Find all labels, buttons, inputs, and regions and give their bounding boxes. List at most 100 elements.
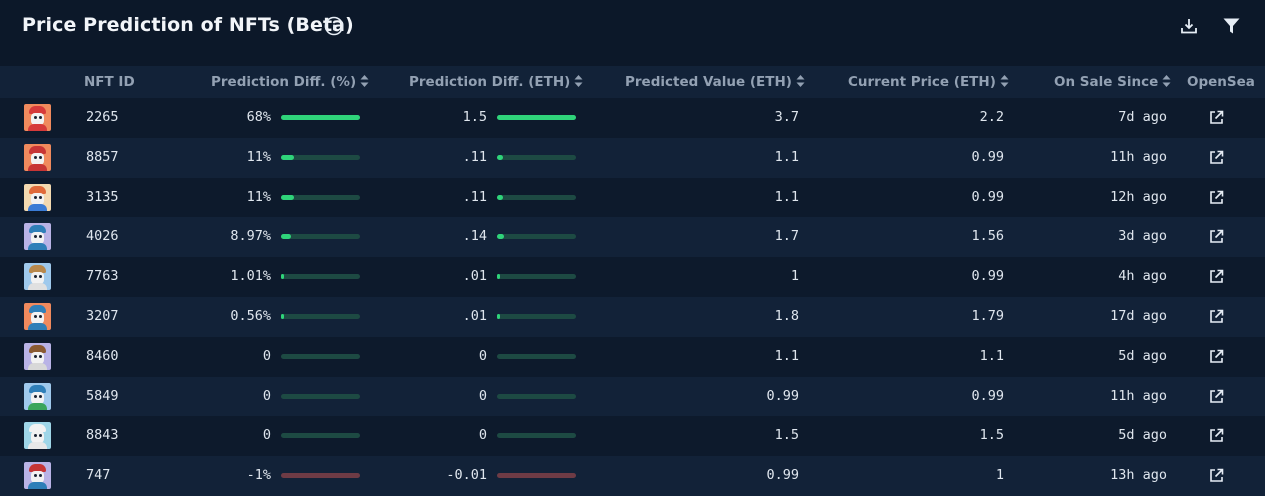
nft-id: 2265: [86, 109, 119, 125]
table-row[interactable]: 2265 68% 1.5 3.7 2.2 7d ago: [0, 98, 1265, 138]
prediction-diff-pct-bar: [281, 353, 360, 359]
table-row[interactable]: 8460 0 0 1.1 1.1 5d ago: [0, 336, 1265, 377]
prediction-diff-eth-bar-fill: [497, 274, 500, 280]
current-price: 0.99: [971, 268, 1004, 285]
on-sale-since: 11h ago: [1110, 148, 1167, 165]
nft-avatar[interactable]: [24, 104, 51, 131]
predicted-value: 1.8: [774, 307, 799, 324]
external-link-icon[interactable]: [1209, 309, 1224, 324]
table-row[interactable]: 747 -1% -0.01 0.99 1 13h ago: [0, 456, 1265, 496]
external-link-icon[interactable]: [1209, 229, 1224, 244]
nft-avatar[interactable]: [24, 223, 51, 251]
column-header-current-price[interactable]: Current Price (ETH): [848, 66, 1009, 98]
current-price: 0.99: [971, 188, 1004, 205]
column-header-prediction-diff-pct[interactable]: Prediction Diff. (%): [211, 66, 369, 98]
current-price: 1.5: [979, 427, 1004, 444]
sort-icon[interactable]: [1000, 74, 1009, 88]
table-row[interactable]: 3207 0.56% .01 1.8 1.79 17d ago: [0, 296, 1265, 337]
prediction-diff-pct-bar: [281, 194, 360, 200]
on-sale-since: 11h ago: [1110, 387, 1167, 404]
nft-avatar[interactable]: [24, 302, 51, 330]
prediction-diff-eth-bar: [497, 194, 576, 200]
nft-id: 3207: [86, 307, 119, 324]
table-row[interactable]: 5849 0 0 0.99 0.99 11h ago: [0, 376, 1265, 417]
on-sale-since: 13h ago: [1110, 467, 1167, 484]
prediction-diff-eth: .11: [462, 188, 487, 205]
on-sale-since: 5d ago: [1118, 347, 1167, 364]
prediction-diff-eth: 0: [478, 387, 487, 404]
prediction-diff-pct-bar: [281, 154, 360, 160]
prediction-diff-pct-bar-fill: [281, 194, 294, 200]
predicted-value: 1.1: [774, 188, 799, 205]
nft-avatar[interactable]: [24, 382, 51, 410]
prediction-diff-eth-bar: [497, 353, 576, 359]
current-price: 0.99: [971, 387, 1004, 404]
predicted-value: 1.5: [774, 427, 799, 444]
table-row[interactable]: 4026 8.97% .14 1.7 1.56 3d ago: [0, 217, 1265, 258]
prediction-diff-eth-bar: [497, 473, 576, 479]
nft-id: 8460: [86, 347, 119, 364]
prediction-diff-pct: 0: [262, 387, 271, 404]
sort-icon[interactable]: [796, 74, 805, 88]
column-header-predicted-value[interactable]: Predicted Value (ETH): [625, 66, 805, 98]
column-header-on-sale-since[interactable]: On Sale Since: [1054, 66, 1171, 98]
nft-id: 7763: [86, 268, 119, 285]
nft-avatar[interactable]: [24, 422, 51, 450]
external-link-icon[interactable]: [1209, 468, 1224, 483]
prediction-diff-pct: 1.01%: [230, 268, 271, 285]
prediction-diff-eth-bar: [497, 274, 576, 280]
prediction-diff-pct-bar-fill: [281, 234, 292, 240]
prediction-diff-pct-bar: [281, 313, 360, 319]
nft-avatar[interactable]: [24, 183, 51, 211]
nft-avatar[interactable]: [24, 143, 51, 171]
external-link-icon[interactable]: [1209, 389, 1224, 404]
current-price: 1.1: [979, 347, 1004, 364]
predicted-value: 0.99: [766, 387, 799, 404]
nft-avatar[interactable]: [24, 263, 51, 291]
external-link-icon[interactable]: [1209, 150, 1224, 165]
table-row[interactable]: 8857 11% .11 1.1 0.99 11h ago: [0, 137, 1265, 178]
prediction-diff-pct: 8.97%: [230, 228, 271, 245]
external-link-icon[interactable]: [1209, 269, 1224, 284]
current-price: 1.56: [971, 228, 1004, 245]
prediction-diff-eth-bar: [497, 234, 576, 240]
nft-id: 5849: [86, 387, 119, 404]
prediction-diff-eth: .01: [462, 268, 487, 285]
sort-icon[interactable]: [1162, 74, 1171, 88]
nft-avatar[interactable]: [24, 462, 51, 490]
prediction-diff-eth-bar-fill: [497, 234, 505, 240]
prediction-diff-pct: 0.56%: [230, 307, 271, 324]
table-header: NFT ID Prediction Diff. (%) Prediction D…: [0, 66, 1265, 98]
prediction-diff-pct-bar: [281, 473, 360, 479]
table-row[interactable]: 7763 1.01% .01 1 0.99 4h ago: [0, 257, 1265, 297]
prediction-diff-pct-bar-fill: [281, 313, 284, 319]
on-sale-since: 4h ago: [1118, 268, 1167, 285]
prediction-diff-pct-bar-fill: [281, 274, 284, 280]
table-row[interactable]: 8843 0 0 1.5 1.5 5d ago: [0, 416, 1265, 457]
sort-icon[interactable]: [360, 74, 369, 88]
predicted-value: 1: [790, 268, 799, 285]
current-price: 1.79: [971, 307, 1004, 324]
prediction-diff-pct: 0: [262, 347, 271, 364]
download-icon[interactable]: [1180, 17, 1198, 35]
column-header-prediction-diff-eth[interactable]: Prediction Diff. (ETH): [409, 66, 583, 98]
prediction-diff-eth-bar: [497, 433, 576, 439]
prediction-diff-pct: 0: [262, 427, 271, 444]
external-link-icon[interactable]: [1209, 110, 1224, 125]
external-link-icon[interactable]: [1209, 428, 1224, 443]
table-row[interactable]: 3135 11% .11 1.1 0.99 12h ago: [0, 177, 1265, 218]
current-price: 0.99: [971, 148, 1004, 165]
table-body: 2265 68% 1.5 3.7 2.2 7d ago 8857 11% .11 1.1 0.99 1…: [0, 98, 1265, 496]
filter-icon[interactable]: [1223, 18, 1240, 34]
prediction-diff-pct-bar: [281, 234, 360, 240]
prediction-diff-pct: -1%: [246, 467, 271, 484]
external-link-icon[interactable]: [1209, 190, 1224, 205]
external-link-icon[interactable]: [1209, 349, 1224, 364]
sort-icon[interactable]: [574, 74, 583, 88]
info-icon[interactable]: [324, 16, 344, 36]
nft-avatar[interactable]: [24, 342, 51, 370]
prediction-diff-eth-bar-fill: [497, 313, 500, 319]
prediction-diff-eth-bar: [497, 393, 576, 399]
prediction-diff-pct-bar-fill: [281, 154, 294, 160]
on-sale-since: 12h ago: [1110, 188, 1167, 205]
